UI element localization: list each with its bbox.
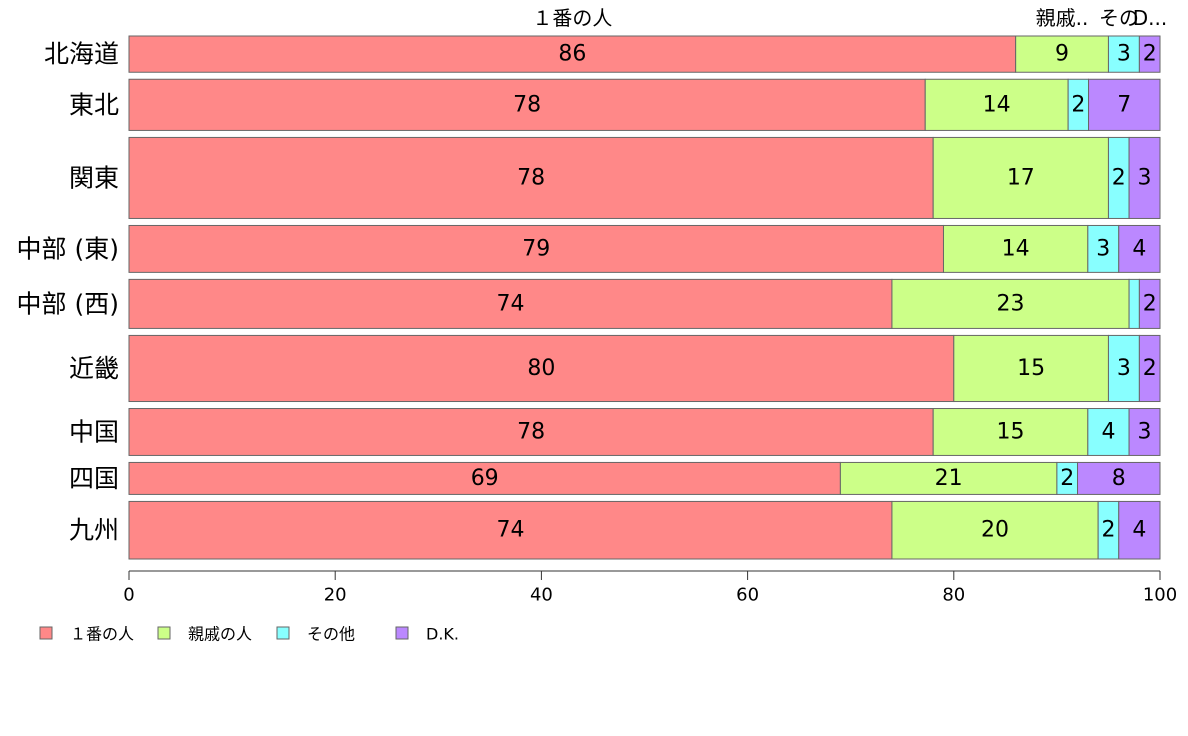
data-label: 15 [997,419,1025,444]
legend-swatch [39,626,53,640]
tick-label: 0 [123,585,134,606]
bar-segment [1128,136,1161,219]
bar-segment [128,224,944,273]
category-label: 東北 [69,90,119,119]
data-label: 86 [558,42,586,67]
data-label: 78 [517,165,545,190]
bar-segment [1138,35,1161,73]
legend-label: D.K. [426,625,459,644]
bar-segment [1118,500,1161,560]
category-label: 北海道 [44,40,119,69]
category-label: 近畿 [69,354,119,383]
data-label: 79 [522,236,550,261]
data-label: 78 [513,92,541,117]
data-label: 3 [1117,42,1131,67]
tick-label: 60 [736,585,759,606]
bar-segment [932,136,1109,219]
data-label: 17 [1007,165,1035,190]
data-label: 3 [1138,419,1152,444]
legend-label: その他 [307,625,355,644]
data-label: 74 [496,518,524,543]
bar-segment [1138,278,1161,329]
bar-segment [1077,461,1161,495]
bar-segment [839,461,1058,495]
data-label: 15 [1017,356,1045,381]
data-label: 8 [1112,466,1126,491]
data-label: 2 [1101,518,1115,543]
data-label: 21 [935,466,963,491]
category-label: 中国 [69,417,119,446]
bar-segment [1015,35,1109,73]
data-label: 69 [471,466,499,491]
legend-swatch [157,626,171,640]
bar-segment [1107,35,1140,73]
bar-segment [932,408,1089,456]
legend-swatch [395,626,409,640]
bar-segment [942,224,1089,273]
data-label: 2 [1060,466,1074,491]
data-label: 2 [1143,42,1157,67]
data-label: 4 [1101,419,1115,444]
bar-segment [1118,224,1161,273]
data-label: 3 [1138,165,1152,190]
legend-label: 親戚の人 [188,625,252,644]
data-label: 3 [1117,356,1131,381]
data-label: 9 [1055,42,1069,67]
category-label: 関東 [69,163,119,192]
bar-segment [891,500,1099,560]
data-label: 14 [1002,236,1030,261]
bar-segment [1128,278,1140,329]
bar-segment [1128,408,1161,456]
data-label: 4 [1132,236,1146,261]
data-label: 4 [1132,518,1146,543]
bar-segment [953,334,1109,403]
bar-segment [891,278,1130,329]
top-series-label: その [1099,6,1139,30]
top-series-label: １番の人 [532,6,612,30]
tick-label: 100 [1143,585,1177,606]
tick-label: 80 [942,585,965,606]
tick-label: 40 [530,585,553,606]
top-series-label: 親戚.. [1036,6,1089,30]
bar-segment [1107,334,1140,403]
legend: １番の人 親戚の人 その他 D.K. [39,625,459,644]
bar-segment [128,461,841,495]
data-label: 74 [496,291,524,316]
bar-segment [1088,78,1161,131]
bars: 86 9 3 278 14 2 778 17 2 379 14 3 474 23 280 15 3 278 15 4 3… [128,35,1161,560]
data-label: 2 [1143,356,1157,381]
category-label: 中部 (西) [17,289,119,318]
data-label: 7 [1117,92,1131,117]
data-label: 2 [1143,291,1157,316]
bar-segment [1087,408,1130,456]
category-label: 九州 [69,516,119,545]
bar-segment [128,136,934,219]
legend-swatch [276,626,290,640]
data-label: 23 [997,291,1025,316]
legend-label: １番の人 [70,625,134,644]
category-label: 四国 [69,464,119,493]
bar-segment [128,408,934,456]
bar-segment [1138,334,1161,403]
bar-segment [128,35,1017,73]
data-label: 2 [1071,92,1085,117]
top-series-labels: １番の人 親戚.. そのD... [532,6,1167,30]
data-label: 3 [1096,236,1110,261]
tick-label: 20 [324,585,347,606]
bar-segment [924,78,1069,131]
bar-segment [128,500,893,560]
data-label: 78 [517,419,545,444]
category-label: 中部 (東) [17,234,119,263]
bar-segment [128,78,926,131]
data-label: 2 [1112,165,1126,190]
data-label: 20 [981,518,1009,543]
top-series-label: D... [1133,6,1167,30]
data-label: 14 [983,92,1011,117]
data-label: 80 [527,356,555,381]
bar-segment [128,278,893,329]
x-axis: 0 20 40 60 80 100 [123,570,1177,606]
